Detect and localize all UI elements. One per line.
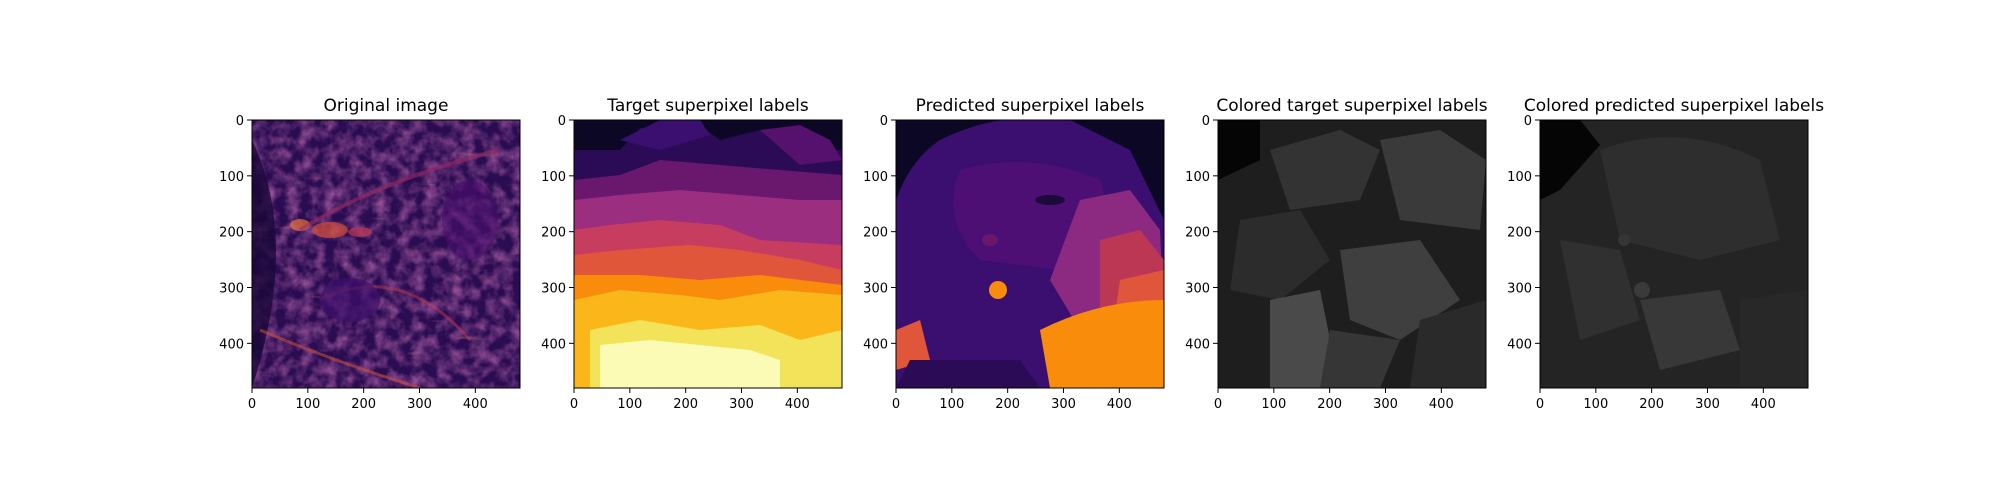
panel-title: Target superpixel labels <box>606 96 809 116</box>
y-tick-label: 400 <box>541 337 566 352</box>
y-tick-label: 0 <box>236 114 244 129</box>
x-tick-label: 0 <box>248 397 256 412</box>
y-tick-label: 400 <box>1185 337 1210 352</box>
y-tick-label: 400 <box>1507 337 1532 352</box>
y-tick-label: 0 <box>1524 114 1532 129</box>
panel-title: Colored target superpixel labels <box>1216 96 1487 116</box>
x-tick-label: 300 <box>407 397 432 412</box>
y-tick-label: 100 <box>863 170 888 185</box>
y-tick-label: 300 <box>863 282 888 297</box>
axes-frame <box>1217 119 1487 389</box>
panel-target-labels: Target superpixel labels <box>574 96 842 388</box>
y-tick-label: 200 <box>1507 226 1532 241</box>
panel-colored-target-labels: Colored target superpixel labels <box>1216 96 1488 388</box>
x-tick-label: 300 <box>1695 397 1720 412</box>
x-tick-label: 200 <box>1639 397 1664 412</box>
y-tick-label: 100 <box>541 170 566 185</box>
y-tick-label: 0 <box>880 114 888 129</box>
x-tick-label: 0 <box>1536 397 1544 412</box>
y-tick-label: 300 <box>219 282 244 297</box>
axes-frame <box>251 119 521 389</box>
panel-colored-predicted-labels: Colored predicted superpixel labels <box>1524 96 1824 388</box>
x-tick-label: 0 <box>1214 397 1222 412</box>
y-tick-label: 200 <box>541 226 566 241</box>
x-tick-label: 400 <box>1107 397 1132 412</box>
axes-frame <box>1539 119 1809 389</box>
x-tick-label: 200 <box>995 397 1020 412</box>
y-tick-label: 200 <box>219 226 244 241</box>
image-colored-target-labels <box>1218 120 1486 388</box>
image-original <box>252 120 520 388</box>
axes-layer: 0 100 200 300 400 0 100 200 300 400 0 100 200 300 400 0… <box>219 114 1809 412</box>
x-tick-label: 300 <box>729 397 754 412</box>
panel-title: Predicted superpixel labels <box>916 96 1145 116</box>
panel-title: Original image <box>324 96 449 116</box>
y-tick-label: 100 <box>1185 170 1210 185</box>
y-tick-label: 100 <box>219 170 244 185</box>
panel-original-image: Original image <box>252 96 520 388</box>
y-tick-label: 0 <box>1202 114 1210 129</box>
x-tick-label: 200 <box>1317 397 1342 412</box>
y-tick-label: 300 <box>541 282 566 297</box>
x-tick-label: 200 <box>673 397 698 412</box>
x-tick-label: 0 <box>570 397 578 412</box>
x-tick-label: 400 <box>463 397 488 412</box>
panel-predicted-labels: Predicted superpixel labels <box>896 96 1164 388</box>
x-tick-label: 200 <box>351 397 376 412</box>
x-tick-label: 0 <box>892 397 900 412</box>
axes-frame <box>573 119 843 389</box>
y-tick-label: 400 <box>863 337 888 352</box>
y-tick-label: 200 <box>863 226 888 241</box>
x-tick-label: 100 <box>617 397 642 412</box>
axes-frame <box>895 119 1165 389</box>
y-tick-label: 100 <box>1507 170 1532 185</box>
x-tick-label: 300 <box>1051 397 1076 412</box>
x-tick-label: 100 <box>295 397 320 412</box>
x-tick-label: 400 <box>1751 397 1776 412</box>
x-tick-label: 100 <box>939 397 964 412</box>
y-tick-label: 200 <box>1185 226 1210 241</box>
x-tick-label: 400 <box>785 397 810 412</box>
image-target-labels <box>574 120 842 388</box>
x-tick-label: 300 <box>1373 397 1398 412</box>
x-tick-label: 100 <box>1583 397 1608 412</box>
image-predicted-labels <box>896 120 1164 388</box>
x-tick-label: 100 <box>1261 397 1286 412</box>
y-tick-label: 0 <box>558 114 566 129</box>
y-tick-label: 300 <box>1507 282 1532 297</box>
panel-title: Colored predicted superpixel labels <box>1524 96 1824 116</box>
image-colored-predicted-labels <box>1540 120 1808 388</box>
y-tick-label: 300 <box>1185 282 1210 297</box>
x-tick-label: 400 <box>1429 397 1454 412</box>
y-tick-label: 400 <box>219 337 244 352</box>
